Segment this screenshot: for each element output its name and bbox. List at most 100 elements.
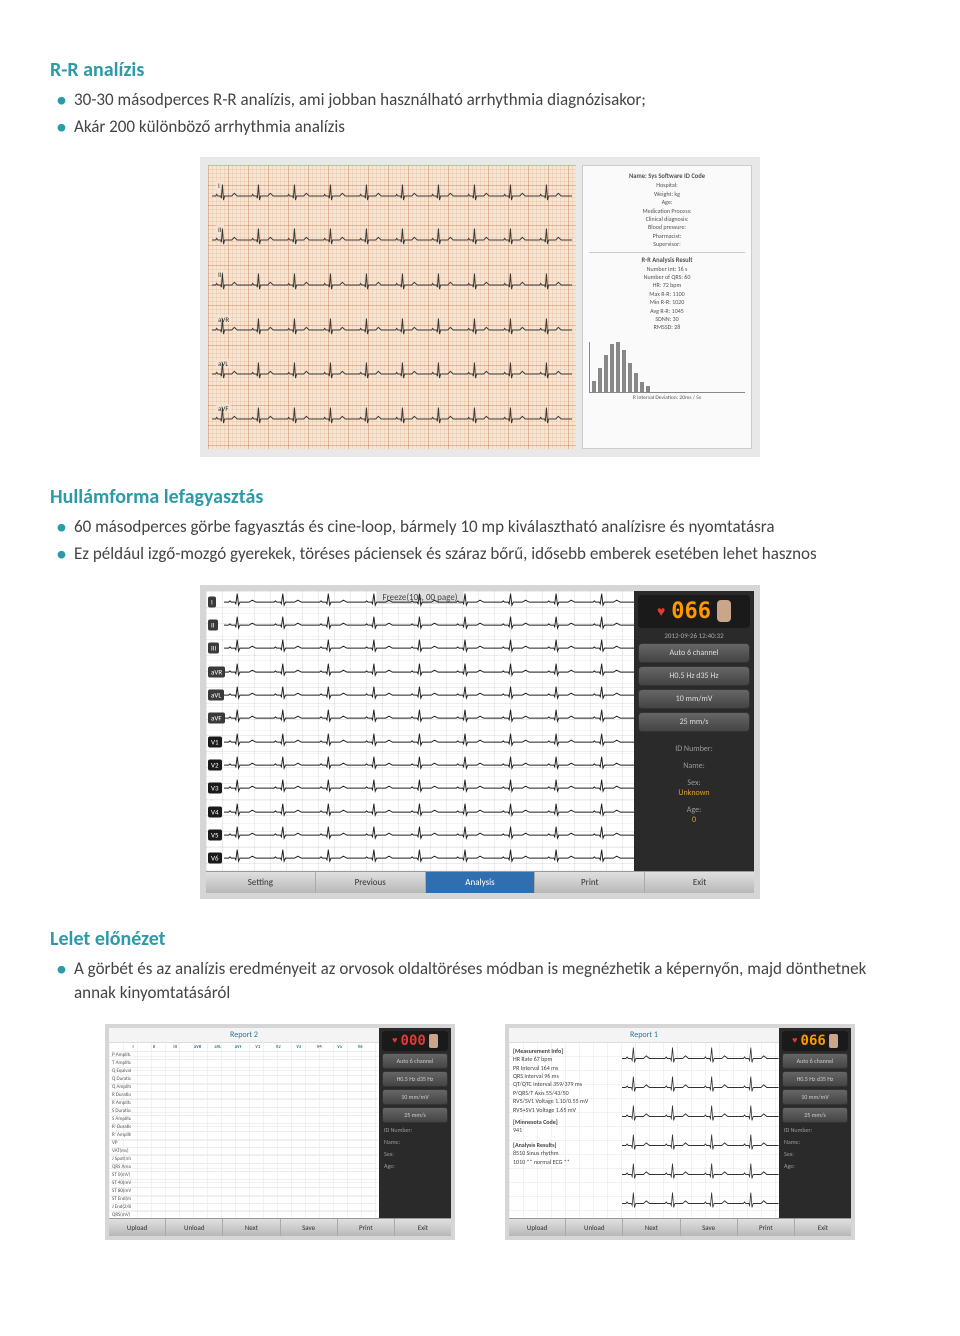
monitor-bottom-button[interactable]: Print (535, 872, 645, 893)
side-button[interactable]: Auto 6 channel (638, 643, 750, 663)
bottom-button[interactable]: Unload (566, 1219, 623, 1236)
report1-bottom-bar: UploadUnloadNextSavePrintExit (509, 1218, 851, 1236)
monitor-lead-row: III (206, 637, 634, 660)
info-age: Age:0 (638, 803, 750, 827)
info-label: ID Number: (382, 1125, 448, 1135)
bottom-button[interactable]: Print (738, 1219, 795, 1236)
section-title-rr: R-R analízis (50, 58, 910, 82)
lead-label: II (208, 620, 218, 631)
info-sex: Sex:Unknown (638, 776, 750, 800)
timestamp: 2012-09-26 12:40:32 (638, 631, 750, 640)
ecg-lead-row: I (212, 179, 572, 213)
lead-label: V5 (208, 830, 222, 841)
monitor-lead-row: V1 (206, 731, 634, 754)
side-button[interactable]: Auto 6 channel (382, 1053, 448, 1069)
lead-label: aVL (208, 690, 224, 701)
bottom-button[interactable]: Unload (166, 1219, 223, 1236)
bpm-display: ♥ 066 (638, 595, 750, 628)
ecg-lead-row: aVR (212, 313, 572, 347)
heart-icon: ♥ (392, 1035, 397, 1046)
ecg-lead-row: III (212, 268, 572, 302)
body-icon (829, 1034, 838, 1048)
side-button[interactable]: 10 mm/mV (638, 689, 750, 709)
side-button[interactable]: Auto 6 channel (782, 1053, 848, 1069)
info-label: Age: (382, 1161, 448, 1171)
bottom-button[interactable]: Exit (395, 1219, 451, 1236)
monitor-lead-row: II (206, 614, 634, 637)
info-label: Age: (782, 1161, 848, 1171)
side-button[interactable]: 25 mm/s (782, 1107, 848, 1123)
info-label: ID Number: (782, 1125, 848, 1135)
heart-icon: ♥ (792, 1035, 797, 1046)
report1-preview: Report 1 [Measurement Info]HR Rate 67 bp… (505, 1024, 855, 1240)
report2-side: ♥ 000 Auto 6 channel H0.5 Hz d35 Hz 10 m… (379, 1028, 451, 1218)
lead-label: I (208, 596, 216, 607)
body-icon (429, 1034, 438, 1048)
report2-preview: Report 2 IIIIIIaVRaVLaVFV1V2V3V4V5V6P Am… (105, 1024, 455, 1240)
bullets-preview: A görbét és az analízis eredményeit az o… (50, 957, 910, 1006)
bullet-item: 60 másodperces görbe fagyasztás és cine-… (56, 515, 910, 540)
monitor-lead-row: aVL (206, 684, 634, 707)
report2-bpm: ♥ 000 (382, 1031, 448, 1051)
bpm-value: 066 (671, 599, 711, 624)
figure-report-previews: Report 2 IIIIIIaVRaVLaVFV1V2V3V4V5V6P Am… (50, 1024, 910, 1240)
info-label: Name: (782, 1137, 848, 1147)
bullet-item: A görbét és az analízis eredményeit az o… (56, 957, 910, 1006)
side-button[interactable]: H0.5 Hz d35 Hz (382, 1071, 448, 1087)
monitor-bottom-button[interactable]: Exit (645, 872, 754, 893)
bottom-button[interactable]: Upload (109, 1219, 166, 1236)
ecg-lead-row: aVL (212, 357, 572, 391)
lead-label: V3 (208, 783, 222, 794)
side-button[interactable]: 25 mm/s (638, 712, 750, 732)
bpm-value: 066 (801, 1033, 826, 1049)
info-label: Sex: (782, 1149, 848, 1159)
monitor-lead-row: V4 (206, 801, 634, 824)
bottom-button[interactable]: Print (338, 1219, 395, 1236)
section-title-freeze: Hullámforma lefagyasztás (50, 485, 910, 509)
bottom-button[interactable]: Exit (795, 1219, 851, 1236)
bullet-item: 30-30 másodperces R-R analízis, ami jobb… (56, 88, 910, 113)
bullets-rr: 30-30 másodperces R-R analízis, ami jobb… (50, 88, 910, 139)
info-id: ID Number: (638, 742, 750, 756)
monitor-side-panel: ♥ 066 2012-09-26 12:40:32 Auto 6 channel… (634, 591, 754, 871)
monitor-bottom-button[interactable]: Setting (206, 872, 316, 893)
bottom-button[interactable]: Next (223, 1219, 280, 1236)
lead-label: V4 (208, 806, 222, 817)
monitor-lead-row: V2 (206, 754, 634, 777)
ecg-printout-report: Name: Sys Software ID Code Hospital:Weig… (582, 165, 752, 449)
bullets-freeze: 60 másodperces görbe fagyasztás és cine-… (50, 515, 910, 566)
info-name: Name: (638, 759, 750, 773)
monitor-bottom-button[interactable]: Analysis (426, 872, 536, 893)
bottom-button[interactable]: Next (623, 1219, 680, 1236)
bullet-item: Akár 200 különböző arrhythmia analízis (56, 115, 910, 140)
heart-icon: ♥ (657, 603, 665, 620)
report1-waves (622, 1044, 779, 1218)
report-footer: R Interval Deviation: 20ms / 5s (589, 395, 745, 403)
report2-table: IIIIIIaVRaVLaVFV1V2V3V4V5V6P Amplitude(m… (109, 1043, 379, 1218)
report1-bpm: ♥ 066 (782, 1031, 848, 1051)
side-button[interactable]: 10 mm/mV (382, 1089, 448, 1105)
info-label: Name: (382, 1137, 448, 1147)
bottom-button[interactable]: Upload (509, 1219, 566, 1236)
monitor-lead-row: V5 (206, 824, 634, 847)
figure-ecg-monitor: Freeze(10s, 00 page) IIIIIIaVRaVLaVFV1V2… (50, 585, 910, 899)
body-icon (717, 600, 731, 622)
side-button[interactable]: H0.5 Hz d35 Hz (782, 1071, 848, 1087)
monitor-lead-row: aVF (206, 707, 634, 730)
report1-text: [Measurement Info]HR Rate 67 bpmPR Inter… (509, 1043, 625, 1170)
side-button[interactable]: 25 mm/s (382, 1107, 448, 1123)
lead-label: aVR (208, 666, 225, 677)
side-button[interactable]: H0.5 Hz d35 Hz (638, 666, 750, 686)
side-button[interactable]: 10 mm/mV (782, 1089, 848, 1105)
bullet-item: Ez például izgő-mozgó gyerekek, töréses … (56, 542, 910, 567)
ecg-lead-row: aVF (212, 402, 572, 436)
report2-bottom-bar: UploadUnloadNextSavePrintExit (109, 1218, 451, 1236)
monitor-bottom-button[interactable]: Previous (316, 872, 426, 893)
monitor-lead-row: aVR (206, 661, 634, 684)
bpm-value: 000 (401, 1033, 426, 1049)
ecg-lead-row: II (212, 223, 572, 257)
bottom-button[interactable]: Save (281, 1219, 338, 1236)
bottom-button[interactable]: Save (681, 1219, 738, 1236)
monitor-lead-row: V3 (206, 777, 634, 800)
lead-label: V2 (208, 760, 222, 771)
